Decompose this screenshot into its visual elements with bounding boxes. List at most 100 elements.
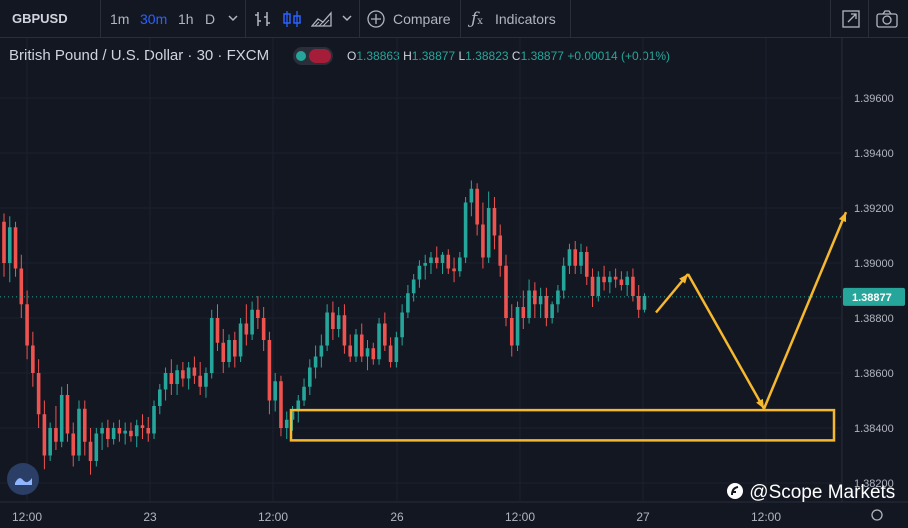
candle-body — [359, 334, 364, 357]
candle-body — [521, 307, 526, 318]
candles-icon[interactable] — [282, 9, 302, 29]
compare-button[interactable]: Compare — [393, 11, 451, 27]
candle-body — [527, 290, 531, 318]
candle-body — [71, 433, 76, 456]
candle-body — [509, 318, 514, 346]
candle-body — [319, 345, 324, 357]
chevron-down-icon[interactable] — [341, 14, 353, 24]
open-key: O — [347, 49, 357, 63]
candle-body — [238, 323, 243, 357]
candle-body — [152, 406, 156, 434]
candle-body — [129, 430, 133, 437]
candle-body — [273, 381, 277, 401]
candle-body — [486, 208, 491, 258]
high-value: 1.38877 — [411, 49, 456, 63]
candle-body — [111, 428, 116, 439]
candle-body — [42, 414, 47, 456]
candle-body — [146, 428, 151, 434]
candle-body — [377, 323, 381, 360]
toolbar-divider — [359, 0, 360, 38]
candle-body — [475, 188, 479, 225]
candle-body — [19, 268, 24, 305]
candle-body — [602, 276, 606, 283]
scope-logo-icon — [727, 483, 743, 499]
candle-body — [65, 395, 70, 434]
candle-body — [538, 296, 543, 305]
indicators-icon[interactable]: ƒx — [471, 9, 483, 29]
candle-body — [134, 425, 139, 437]
support-zone-box — [289, 408, 836, 442]
candle-body — [261, 318, 266, 340]
candle-body — [452, 268, 456, 272]
price-tick-label: 1.38800 — [854, 313, 894, 325]
chevron-down-icon[interactable] — [227, 14, 239, 24]
candle-body — [463, 202, 468, 258]
candle-body — [342, 315, 347, 346]
candle-body — [48, 428, 52, 456]
price-tick-label: 1.39400 — [854, 148, 894, 160]
candle-body — [619, 279, 624, 285]
candle-body — [394, 337, 399, 362]
candle-body — [354, 334, 358, 357]
candle-body — [2, 221, 6, 263]
candle-body — [613, 276, 618, 280]
camera-icon[interactable] — [876, 9, 898, 29]
candle-body — [440, 254, 445, 263]
toolbar-divider — [100, 0, 101, 38]
candle-body — [94, 433, 99, 461]
candle-body — [88, 441, 93, 461]
candle-body — [596, 276, 601, 296]
candle-body — [388, 345, 393, 362]
candle-body — [198, 375, 202, 387]
area-chart-icon[interactable] — [311, 10, 333, 28]
tradingview-logo — [7, 463, 39, 495]
symbol-search[interactable]: GBPUSD — [12, 11, 68, 26]
candle-body — [163, 373, 168, 390]
candle-body — [469, 188, 474, 203]
candle-body — [13, 227, 18, 269]
high-key: H — [403, 49, 412, 63]
candle-body — [204, 373, 208, 387]
candle-body — [117, 428, 122, 434]
close-key: C — [511, 49, 521, 63]
candle-body — [157, 389, 162, 406]
candle-body — [544, 296, 549, 318]
time-tick-label: 26 — [390, 510, 404, 524]
candle-body — [267, 340, 272, 401]
candle-body — [417, 265, 422, 280]
low-value: 1.38823 — [465, 49, 509, 63]
price-tick-label: 1.38200 — [854, 478, 894, 490]
share-icon[interactable] — [841, 9, 861, 29]
candle-body — [209, 318, 214, 373]
candle-body — [284, 419, 289, 428]
buy-sell-toggle[interactable] — [293, 47, 333, 65]
projection-arrowhead — [838, 212, 847, 223]
indicators-button[interactable]: Indicators — [495, 11, 556, 27]
candle-body — [423, 263, 428, 266]
price-tick-label: 1.38400 — [854, 423, 894, 435]
candle-body — [636, 296, 641, 310]
candle-body — [215, 318, 220, 343]
candle-body — [100, 428, 104, 434]
interval-1h[interactable]: 1h — [178, 11, 194, 27]
candle-body — [608, 276, 612, 283]
change-value: +0.00014 (+0.01%) — [567, 49, 671, 63]
price-tick-label: 1.39000 — [854, 258, 894, 270]
candle-body — [331, 312, 335, 329]
candle-body — [36, 373, 41, 415]
candle-body — [59, 395, 64, 442]
interval-d[interactable]: D — [205, 11, 216, 27]
bar-chart-icon[interactable] — [254, 9, 272, 29]
candle-body — [31, 345, 35, 373]
ohlc-values: O1.38863 H1.38877 L1.38823 C1.38877 +0.0… — [347, 48, 670, 64]
compare-plus-icon[interactable] — [367, 10, 385, 28]
candle-body — [406, 293, 410, 313]
interval-30m[interactable]: 30m — [140, 11, 168, 27]
top-toolbar: GBPUSD 1m 30m 1h D Compare ƒx Indicators — [0, 0, 908, 38]
time-tick-label: 23 — [143, 510, 157, 524]
time-tick-label: 12:00 — [12, 510, 42, 524]
interval-1m[interactable]: 1m — [110, 11, 130, 27]
candle-body — [290, 411, 295, 420]
time-tick-label: 12:00 — [505, 510, 535, 524]
